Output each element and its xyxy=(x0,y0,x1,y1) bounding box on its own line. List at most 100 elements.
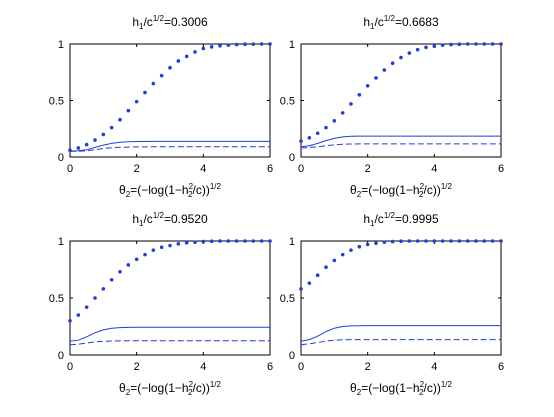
data-point xyxy=(490,239,495,243)
data-point xyxy=(134,99,139,104)
subplot-title: h1/c1/2=0.6683 xyxy=(363,14,439,31)
data-point xyxy=(68,319,72,323)
data-point xyxy=(474,239,478,243)
series-dashed-line xyxy=(70,340,270,346)
data-point xyxy=(482,42,487,46)
data-point xyxy=(307,281,312,285)
data-point xyxy=(243,239,247,243)
data-point xyxy=(93,296,97,300)
data-point xyxy=(101,132,106,137)
data-point xyxy=(118,269,122,274)
x-tick-label: 4 xyxy=(200,361,206,373)
series-dashed-line xyxy=(301,339,501,346)
data-point xyxy=(234,239,239,243)
data-point xyxy=(243,42,247,47)
data-point xyxy=(268,239,272,243)
data-point xyxy=(407,51,412,55)
y-tick-label: 1 xyxy=(289,236,295,248)
x-tick-label: 2 xyxy=(365,361,371,373)
data-point xyxy=(365,84,370,88)
data-point xyxy=(340,252,345,257)
x-tick-label: 0 xyxy=(67,163,73,175)
x-tick-label: 4 xyxy=(431,163,437,175)
data-point xyxy=(184,54,189,59)
data-point xyxy=(134,257,139,262)
x-tick-label: 2 xyxy=(134,163,140,175)
data-point xyxy=(490,42,495,46)
series-dotted xyxy=(68,239,272,323)
data-point xyxy=(440,239,445,243)
subplot-4: h1/c1/2=0.9995 0 2 4 6 0 0.5 1 θ2=(−log(1−h2 2/c)… xyxy=(280,211,504,397)
data-point xyxy=(324,125,328,130)
data-point xyxy=(168,243,172,248)
data-point xyxy=(449,239,453,243)
series-solid-line xyxy=(301,325,501,342)
data-point xyxy=(159,73,164,78)
series-solid-line xyxy=(70,140,270,152)
data-point xyxy=(499,42,503,46)
data-point xyxy=(259,42,264,46)
x-tick-label: 6 xyxy=(498,163,504,175)
x-tick-label: 4 xyxy=(431,361,437,373)
data-point xyxy=(349,248,353,252)
data-point xyxy=(101,287,106,291)
data-point xyxy=(118,117,122,122)
data-point xyxy=(151,81,156,86)
data-point xyxy=(457,42,462,47)
subplot-title: h1/c1/2=0.9520 xyxy=(132,211,208,228)
data-point xyxy=(390,239,395,244)
data-point xyxy=(109,277,114,282)
x-axis-label: θ2=(−log(1−h2 2/c))1/2 xyxy=(350,380,452,397)
series-dashed-line xyxy=(301,143,501,149)
subplot-title: h1/c1/2=0.9995 xyxy=(363,211,439,228)
data-point xyxy=(415,47,420,52)
data-point xyxy=(209,45,214,49)
data-point xyxy=(259,239,264,243)
data-point xyxy=(382,68,387,72)
y-tick-label: 1 xyxy=(58,236,64,248)
data-point xyxy=(176,242,181,246)
x-tick-label: 6 xyxy=(498,361,504,373)
data-point xyxy=(399,55,403,60)
data-point xyxy=(251,239,256,243)
x-axis-label: θ2=(−log(1−h2 2/c))1/2 xyxy=(350,182,452,199)
axes-box xyxy=(69,43,271,158)
series-dotted xyxy=(299,42,503,143)
data-point xyxy=(307,135,312,140)
y-tick-label: 0 xyxy=(289,152,295,164)
x-axis-label: θ2=(−log(1−h2 2/c))1/2 xyxy=(119,380,221,397)
data-point xyxy=(407,239,412,243)
data-point xyxy=(126,263,131,267)
data-point xyxy=(474,42,478,46)
data-point xyxy=(126,108,131,113)
data-point xyxy=(109,125,114,130)
data-point xyxy=(357,93,362,97)
series-solid-line xyxy=(70,326,270,342)
series-dashed-line xyxy=(70,146,270,152)
y-tick-label: 0.5 xyxy=(280,293,295,305)
data-point xyxy=(440,43,445,47)
y-tick-label: 1 xyxy=(289,39,295,51)
x-axis-label: θ2=(−log(1−h2 2/c))1/2 xyxy=(119,182,221,199)
data-point xyxy=(159,245,164,250)
data-point xyxy=(209,239,214,244)
x-tick-label: 0 xyxy=(298,361,304,373)
x-tick-label: 6 xyxy=(267,361,273,373)
y-tick-label: 1 xyxy=(58,39,64,51)
data-point xyxy=(226,239,231,243)
data-point xyxy=(499,239,503,243)
subplot-1: h1/c1/2=0.3006 0 2 4 6 0 0.5 1 θ2=(−log(1−h2 2/c)… xyxy=(49,14,273,199)
data-point xyxy=(299,139,303,143)
data-point xyxy=(374,241,378,246)
data-point xyxy=(340,111,345,115)
data-point xyxy=(449,42,453,47)
y-tick-label: 0 xyxy=(58,350,64,362)
data-point xyxy=(218,43,222,48)
data-point xyxy=(424,239,428,243)
data-point xyxy=(93,138,97,142)
x-tick-label: 6 xyxy=(267,163,273,175)
data-point xyxy=(432,44,437,49)
data-point xyxy=(268,42,272,46)
data-point xyxy=(299,287,303,291)
series-solid-line xyxy=(301,135,501,148)
